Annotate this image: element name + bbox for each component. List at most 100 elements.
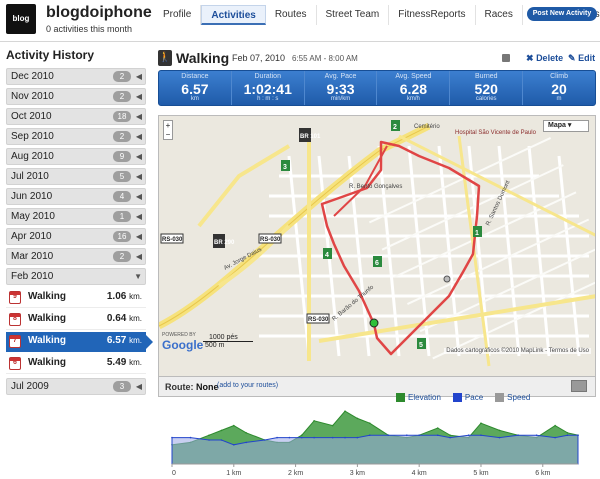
- month-row[interactable]: Aug 2010 9 ◀: [6, 148, 146, 165]
- svg-text:Cemitério: Cemitério: [414, 124, 440, 130]
- point-elevation: [449, 434, 451, 436]
- activity-item[interactable]: 9 Walking 1.06 km.: [6, 288, 146, 308]
- avatar[interactable]: blog d'iPhone: [6, 4, 36, 34]
- pencil-icon: ✎: [568, 53, 576, 63]
- svg-text:3: 3: [283, 164, 287, 171]
- tab-races[interactable]: Races: [476, 5, 523, 25]
- point-elevation: [331, 424, 334, 427]
- activity-count-subtitle: 0 activities this month: [46, 24, 133, 34]
- month-label: Sep 2010: [11, 131, 54, 142]
- elevation-pace-chart[interactable]: 0 1 km 2 km 3 km 4 km 5 km 6 km: [168, 402, 582, 477]
- point-elevation: [208, 434, 210, 436]
- legend-pace[interactable]: Pace: [452, 393, 483, 402]
- point-pace: [313, 436, 315, 439]
- svg-text:RS-030: RS-030: [260, 237, 281, 243]
- month-row[interactable]: Jul 2010 5 ◀: [6, 168, 146, 185]
- stats-bar: Distance 6.57 km Duration 1:02:41 h : m : s …: [158, 70, 596, 106]
- map-type-select[interactable]: Mapa ▾: [543, 120, 589, 132]
- route-label: Route: None: [165, 382, 219, 392]
- point-pace: [467, 434, 470, 436]
- point-pace: [517, 434, 519, 436]
- activity-date: Feb 07, 2010: [232, 53, 286, 63]
- point-pace: [276, 436, 278, 439]
- legend-swatch: [396, 393, 405, 402]
- month-row[interactable]: Nov 2010 2 ◀: [6, 88, 146, 105]
- add-to-routes-link[interactable]: (add to your routes): [217, 382, 279, 389]
- google-logo[interactable]: POWERED BY Google: [162, 332, 204, 352]
- activity-title: Walking: [176, 50, 230, 66]
- tab-routes[interactable]: Routes: [266, 5, 317, 25]
- point-pace: [554, 436, 556, 439]
- legend-elevation[interactable]: Elevation: [396, 393, 441, 402]
- point-pace: [171, 436, 173, 439]
- zoom-control[interactable]: + −: [163, 120, 173, 140]
- tab-profile[interactable]: Profile: [154, 5, 202, 25]
- point-elevation: [436, 427, 439, 429]
- point-pace: [331, 436, 334, 439]
- month-row[interactable]: Dec 2010 2 ◀: [6, 68, 146, 85]
- month-row[interactable]: Apr 2010 16 ◀: [6, 228, 146, 245]
- edit-button[interactable]: ✎ Edit: [568, 53, 596, 63]
- month-count-badge: 5: [113, 171, 131, 182]
- expand-arrow-icon: ◀: [135, 212, 142, 221]
- top-header: blog d'iPhone blogdoiphone 0 activities …: [0, 0, 600, 42]
- point-pace: [449, 436, 451, 439]
- svg-text:BR 290: BR 290: [214, 240, 235, 246]
- svg-text:RS-030: RS-030: [162, 237, 183, 243]
- svg-text:R. Bento Gonçalves: R. Bento Gonçalves: [349, 184, 402, 190]
- svg-text:RS-030: RS-030: [308, 317, 329, 323]
- month-row[interactable]: Oct 2010 18 ◀: [6, 108, 146, 125]
- tab-fitness-reports[interactable]: FitnessReports: [389, 5, 476, 25]
- point-pace: [566, 434, 569, 436]
- chart-legend: Elevation Pace Speed: [392, 393, 530, 402]
- expand-arrow-icon: ◀: [135, 132, 142, 141]
- month-label: Oct 2010: [11, 111, 52, 122]
- x-tick-label: 6 km: [535, 470, 550, 477]
- point-pace: [232, 444, 235, 446]
- x-tick-label: 0: [172, 470, 176, 477]
- zoom-in-button[interactable]: +: [165, 121, 171, 130]
- month-row[interactable]: Sep 2010 2 ◀: [6, 128, 146, 145]
- delete-button[interactable]: ✖ Delete: [526, 53, 564, 63]
- map-credits[interactable]: Dados cartográficos ©2010 MapLink - Term…: [444, 348, 591, 354]
- month-label: Jul 2010: [11, 171, 49, 182]
- month-row[interactable]: Jul 2009 3 ◀: [6, 378, 146, 395]
- month-row[interactable]: Jun 2010 4 ◀: [6, 188, 146, 205]
- legend-speed[interactable]: Speed: [495, 393, 530, 402]
- activity-item[interactable]: 6 Walking 5.49 km.: [6, 354, 146, 374]
- map-toggle-icon[interactable]: [571, 380, 587, 392]
- calendar-icon: 8: [9, 313, 21, 326]
- map-canvas[interactable]: 1 2 3 4 5 6 BR 101 BR 290 RS-030 RS-030 …: [159, 116, 596, 377]
- expand-arrow-icon: ◀: [135, 382, 142, 391]
- point-pace: [387, 434, 390, 436]
- activity-detail: 🚶 Walking Feb 07, 2010 6:55 AM - 8:00 AM…: [158, 48, 596, 397]
- month-row-open[interactable]: Feb 2010 ▼: [6, 268, 146, 285]
- month-row[interactable]: Mar 2010 2 ◀: [6, 248, 146, 265]
- x-tick-label: 3 km: [350, 470, 365, 477]
- point-elevation: [344, 410, 346, 412]
- calendar-icon: 7: [9, 335, 21, 348]
- month-row[interactable]: May 2010 1 ◀: [6, 208, 146, 225]
- month-label: Jun 2010: [11, 191, 53, 202]
- activity-history-sidebar: Activity History Dec 2010 2 ◀ Nov 2010 2 ◀ O…: [6, 48, 153, 398]
- lock-icon[interactable]: [502, 54, 510, 62]
- tab-street-team[interactable]: Street Team: [317, 5, 390, 25]
- username[interactable]: blogdoiphone: [46, 4, 152, 21]
- svg-text:1: 1: [475, 230, 479, 237]
- activity-item[interactable]: 8 Walking 0.64 km.: [6, 310, 146, 330]
- month-count-badge: 2: [113, 131, 131, 142]
- zoom-out-button[interactable]: −: [165, 130, 171, 139]
- month-count-badge: 3: [113, 381, 131, 392]
- month-count-badge: 9: [113, 151, 131, 162]
- tab-activities[interactable]: Activities: [201, 5, 266, 25]
- expand-arrow-icon: ◀: [135, 152, 142, 161]
- point-pace: [245, 441, 247, 444]
- route-map[interactable]: 1 2 3 4 5 6 BR 101 BR 290 RS-030 RS-030 …: [158, 115, 596, 377]
- activity-item-selected[interactable]: 7 Walking 6.57 km.: [6, 332, 153, 352]
- expand-arrow-icon: ◀: [135, 172, 142, 181]
- post-new-activity-button[interactable]: Post New Activity: [527, 7, 597, 21]
- svg-text:2: 2: [393, 124, 397, 131]
- activity-distance: 0.64 km.: [106, 313, 142, 324]
- svg-text:Hospital São Vicente de Paulo: Hospital São Vicente de Paulo: [455, 130, 537, 136]
- x-tick-label: 5 km: [473, 470, 488, 477]
